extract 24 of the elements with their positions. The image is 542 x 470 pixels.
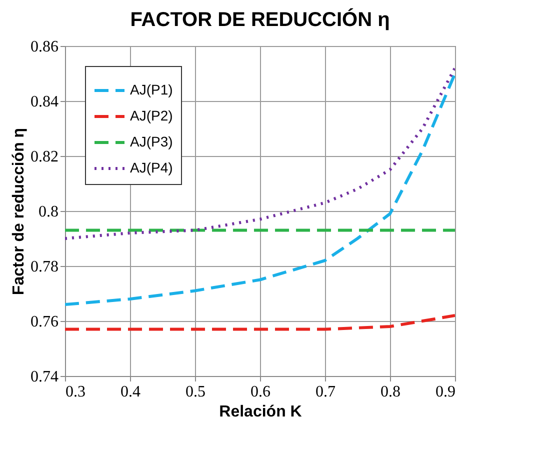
- x-tick-label: 0.4: [120, 384, 140, 400]
- legend-label: AJ(P2): [130, 108, 173, 124]
- y-tick-label: 0.84: [30, 94, 58, 110]
- line-series: [65, 314, 455, 331]
- x-tick-label: 0.3: [66, 384, 86, 400]
- line-series: [65, 72, 455, 306]
- y-tick-label: 0.82: [30, 148, 58, 166]
- x-tick-label: 0.6: [250, 384, 270, 400]
- legend-label: AJ(P3): [130, 134, 173, 150]
- x-tick-label: 0.5: [186, 384, 206, 400]
- y-axis-title: Factor de reducción η: [10, 128, 28, 296]
- y-tick-label: 0.76: [30, 314, 58, 330]
- x-tick-label: 0.8: [380, 384, 400, 400]
- y-tick-label: 0.74: [30, 368, 58, 386]
- y-tick-label: 0.86: [30, 38, 58, 56]
- line-series: [65, 66, 455, 240]
- x-tick-label: 0.9: [436, 384, 456, 400]
- chart-title: FACTOR DE REDUCCIÓN η: [130, 8, 390, 31]
- legend-label: AJ(P4): [130, 160, 173, 176]
- y-tick-label: 0.78: [30, 258, 58, 276]
- legend-label: AJ(P1): [130, 82, 173, 98]
- x-tick-label: 0.7: [316, 384, 336, 400]
- x-axis-title: Relación K: [219, 404, 302, 420]
- y-tick-label: 0.8: [38, 204, 58, 220]
